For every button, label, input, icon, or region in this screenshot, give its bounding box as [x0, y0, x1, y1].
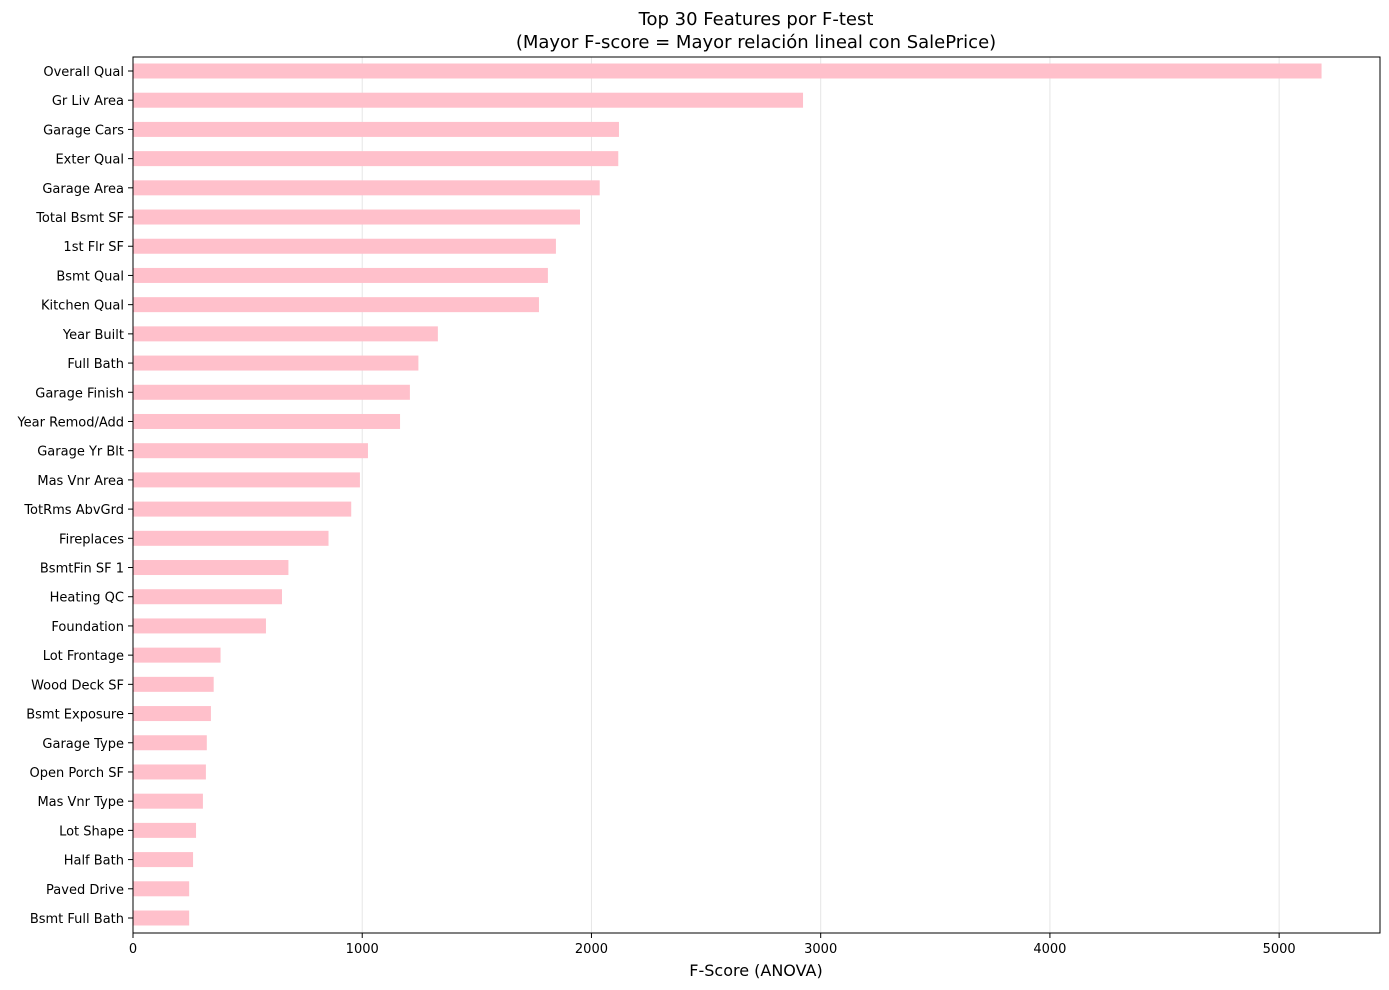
- bar: [133, 676, 214, 692]
- y-tick-label: Lot Shape: [59, 824, 124, 839]
- x-tick-label: 2000: [575, 942, 608, 957]
- bar: [133, 384, 410, 400]
- y-tick-label: Mas Vnr Type: [37, 795, 124, 810]
- bar: [133, 121, 619, 137]
- y-tick-label: Garage Yr Blt: [37, 445, 124, 460]
- y-tick-label: Garage Area: [42, 182, 124, 197]
- y-tick-label: Bsmt Full Bath: [30, 912, 124, 927]
- x-tick-label: 1000: [346, 942, 379, 957]
- bar: [133, 413, 401, 429]
- y-tick-label: Year Built: [62, 328, 124, 343]
- bar: [133, 706, 211, 722]
- y-tick-label: Foundation: [51, 620, 124, 635]
- plot-frame: [132, 56, 1381, 934]
- bar: [133, 92, 804, 108]
- bar: [133, 501, 352, 517]
- bar: [133, 793, 203, 809]
- y-tick-label: Fireplaces: [59, 532, 124, 547]
- chart-title: Top 30 Features por F-test: [638, 9, 874, 30]
- bar: [133, 151, 619, 167]
- y-tick-label: Total Bsmt SF: [35, 211, 124, 226]
- y-tick-label: Exter Qual: [55, 153, 124, 168]
- bar: [133, 443, 368, 459]
- y-tick-label: Heating QC: [50, 591, 124, 606]
- x-tick-label: 0: [129, 942, 137, 957]
- bar: [133, 822, 197, 838]
- y-tick-label: Garage Finish: [35, 386, 124, 401]
- x-tick-label: 5000: [1263, 942, 1296, 957]
- y-tick-label: Year Remod/Add: [16, 415, 124, 430]
- y-tick-label: TotRms AbvGrd: [23, 503, 124, 518]
- y-tick-label: Open Porch SF: [30, 766, 125, 781]
- bar: [133, 881, 190, 897]
- bar: [133, 267, 548, 283]
- bar: [133, 63, 1322, 79]
- x-tick-label: 3000: [804, 942, 837, 957]
- y-tick-label: Bsmt Exposure: [26, 708, 124, 723]
- y-tick-label: Half Bath: [64, 854, 124, 869]
- bar: [133, 647, 221, 663]
- bar: [133, 852, 194, 868]
- bar: [133, 297, 539, 313]
- bar: [133, 910, 190, 926]
- y-tick-label: Gr Liv Area: [52, 94, 124, 109]
- y-tick-label: Garage Cars: [43, 123, 124, 138]
- bar: [133, 209, 580, 225]
- bar: [133, 764, 206, 780]
- bar: [133, 180, 600, 196]
- y-tick-label: Mas Vnr Area: [37, 474, 124, 489]
- y-tick-label: BsmtFin SF 1: [40, 562, 124, 577]
- bar: [133, 560, 289, 576]
- x-axis-ticks: 0 1000 2000 3000 4000 5000: [129, 933, 1296, 957]
- y-tick-label: Garage Type: [42, 737, 124, 752]
- chart-subtitle: (Mayor F-score = Mayor relación lineal c…: [516, 32, 996, 53]
- y-tick-label: Bsmt Qual: [56, 269, 124, 284]
- bars: [133, 63, 1322, 926]
- bar: [133, 589, 282, 605]
- y-tick-label: Paved Drive: [46, 883, 124, 898]
- y-tick-label: Lot Frontage: [43, 649, 124, 664]
- y-tick-label: Kitchen Qual: [41, 299, 124, 314]
- y-axis-ticks: Overall Qual Gr Liv Area Garage Cars Exter …: [16, 65, 133, 927]
- y-tick-label: Full Bath: [67, 357, 124, 372]
- bar: [133, 472, 360, 488]
- x-axis-label: F-Score (ANOVA): [689, 961, 822, 980]
- bar: [133, 618, 266, 634]
- bar: [133, 530, 329, 546]
- y-tick-label: Overall Qual: [43, 65, 124, 80]
- bar: [133, 326, 438, 342]
- bar: [133, 355, 419, 371]
- bar: [133, 735, 207, 751]
- y-tick-label: Wood Deck SF: [31, 678, 124, 693]
- bar: [133, 238, 556, 254]
- y-tick-label: 1st Flr SF: [63, 240, 124, 255]
- x-tick-label: 4000: [1033, 942, 1066, 957]
